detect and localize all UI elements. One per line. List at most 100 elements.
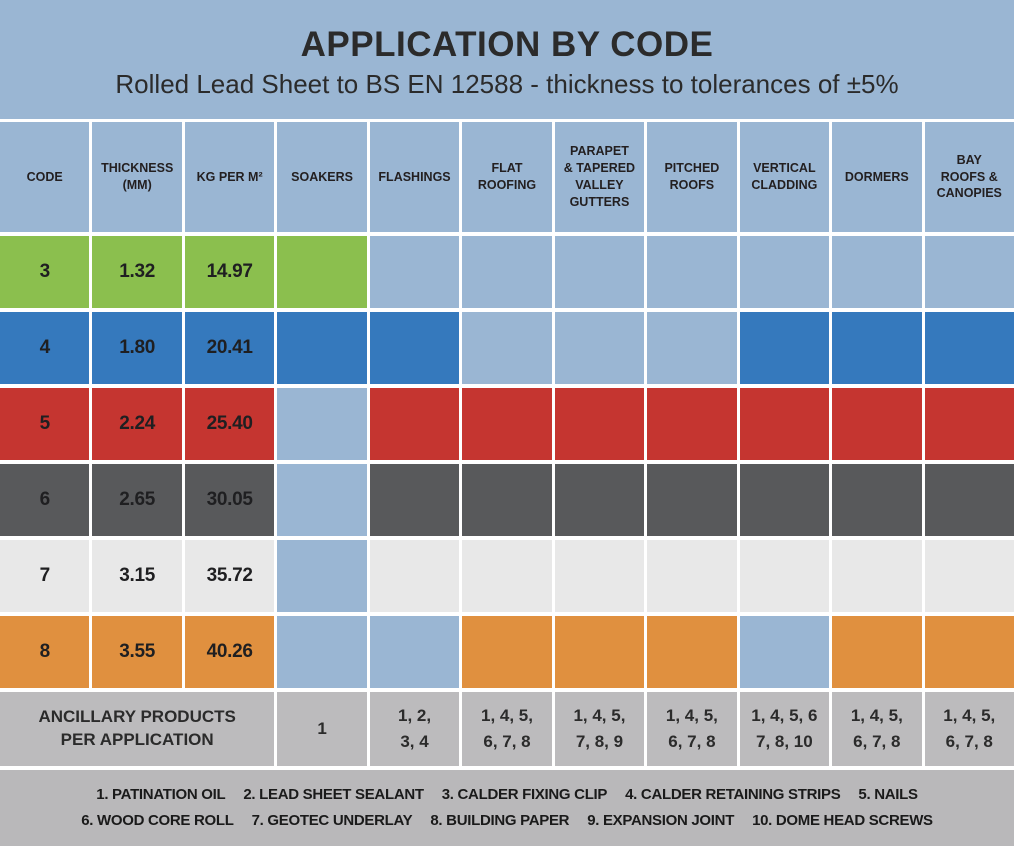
header-cell: SOAKERS bbox=[277, 122, 367, 232]
thickness-cell: 3.15 bbox=[92, 540, 182, 612]
ancillary-value-cell: 1, 4, 5, 7, 8, 9 bbox=[554, 692, 645, 766]
kg-cell: 25.40 bbox=[184, 388, 275, 460]
application-cell bbox=[739, 616, 830, 688]
application-cell bbox=[647, 388, 737, 460]
application-cell bbox=[832, 312, 922, 384]
thickness-cell: 3.55 bbox=[92, 616, 182, 688]
header-cell: FLAT ROOFING bbox=[462, 122, 552, 232]
legend: 1. PATINATION OIL 2. LEAD SHEET SEALANT 3.… bbox=[0, 770, 1014, 846]
application-cell bbox=[369, 236, 460, 308]
header-cell: PARAPET & TAPERED VALLEY GUTTERS bbox=[554, 122, 645, 232]
header-cell: PITCHED ROOFS bbox=[647, 122, 737, 232]
ancillary-value-cell: 1, 4, 5, 6 7, 8, 10 bbox=[739, 692, 830, 766]
application-cell bbox=[647, 464, 737, 536]
code-cell: 6 bbox=[0, 464, 90, 536]
legend-line: 1. PATINATION OIL 2. LEAD SHEET SEALANT 3.… bbox=[87, 782, 926, 808]
header-cell: CODE bbox=[0, 122, 90, 232]
code-cell: 8 bbox=[0, 616, 90, 688]
application-cell bbox=[924, 540, 1014, 612]
divider bbox=[0, 119, 1014, 122]
legend-item: 8. BUILDING PAPER bbox=[430, 812, 570, 829]
header-cell: FLASHINGS bbox=[369, 122, 460, 232]
ancillary-value-cell: 1, 4, 5, 6, 7, 8 bbox=[647, 692, 737, 766]
page-subtitle: Rolled Lead Sheet to BS EN 12588 - thick… bbox=[115, 69, 899, 99]
application-cell bbox=[924, 312, 1014, 384]
application-table: CODE THICKNESS (MM) KG PER M² SOAKERS FLASHI… bbox=[0, 122, 1014, 766]
application-cell bbox=[554, 616, 645, 688]
application-cell bbox=[832, 236, 922, 308]
legend-item: 1. PATINATION OIL bbox=[96, 786, 226, 803]
application-cell bbox=[647, 236, 737, 308]
kg-cell: 14.97 bbox=[184, 236, 275, 308]
application-cell bbox=[554, 540, 645, 612]
application-cell bbox=[369, 312, 460, 384]
code-cell: 5 bbox=[0, 388, 90, 460]
application-cell bbox=[462, 236, 552, 308]
application-cell bbox=[832, 464, 922, 536]
application-cell bbox=[924, 616, 1014, 688]
header-cell: DORMERS bbox=[832, 122, 922, 232]
kg-cell: 20.41 bbox=[184, 312, 275, 384]
application-cell bbox=[462, 312, 552, 384]
legend-item: 10. DOME HEAD SCREWS bbox=[752, 812, 933, 829]
application-cell bbox=[277, 540, 367, 612]
legend-item: 6. WOOD CORE ROLL bbox=[81, 812, 234, 829]
page-title: APPLICATION BY CODE bbox=[300, 25, 714, 64]
thickness-cell: 2.65 bbox=[92, 464, 182, 536]
application-cell bbox=[647, 616, 737, 688]
application-cell bbox=[647, 540, 737, 612]
application-cell bbox=[739, 540, 830, 612]
kg-cell: 30.05 bbox=[184, 464, 275, 536]
legend-line: 6. WOOD CORE ROLL 7. GEOTEC UNDERLAY 8. BU… bbox=[72, 808, 942, 834]
application-cell bbox=[369, 616, 460, 688]
ancillary-value-cell: 1, 4, 5, 6, 7, 8 bbox=[832, 692, 922, 766]
application-cell bbox=[832, 540, 922, 612]
legend-item: 9. EXPANSION JOINT bbox=[587, 812, 735, 829]
header-cell: VERTICAL CLADDING bbox=[739, 122, 830, 232]
header-cell: THICKNESS (MM) bbox=[92, 122, 182, 232]
application-cell bbox=[739, 236, 830, 308]
ancillary-value-cell: 1, 2, 3, 4 bbox=[369, 692, 460, 766]
application-cell bbox=[462, 388, 552, 460]
application-cell bbox=[924, 464, 1014, 536]
ancillary-value-cell: 1, 4, 5, 6, 7, 8 bbox=[462, 692, 552, 766]
application-cell bbox=[554, 464, 645, 536]
application-cell bbox=[832, 616, 922, 688]
application-cell bbox=[277, 388, 367, 460]
header-cell: BAY ROOFS & CANOPIES bbox=[924, 122, 1014, 232]
code-cell: 3 bbox=[0, 236, 90, 308]
application-cell bbox=[554, 312, 645, 384]
application-cell bbox=[924, 388, 1014, 460]
application-cell bbox=[739, 464, 830, 536]
thickness-cell: 1.80 bbox=[92, 312, 182, 384]
application-cell bbox=[832, 388, 922, 460]
application-cell bbox=[277, 616, 367, 688]
application-cell bbox=[554, 388, 645, 460]
application-cell bbox=[277, 236, 367, 308]
legend-item: 4. CALDER RETAINING STRIPS bbox=[625, 786, 841, 803]
kg-cell: 35.72 bbox=[184, 540, 275, 612]
ancillary-label-cell: ANCILLARY PRODUCTS PER APPLICATION bbox=[0, 692, 275, 766]
application-cell bbox=[924, 236, 1014, 308]
thickness-cell: 2.24 bbox=[92, 388, 182, 460]
kg-cell: 40.26 bbox=[184, 616, 275, 688]
application-cell bbox=[462, 616, 552, 688]
application-cell bbox=[369, 540, 460, 612]
ancillary-value-cell: 1 bbox=[277, 692, 367, 766]
title-band: APPLICATION BY CODE Rolled Lead Sheet to… bbox=[0, 0, 1014, 119]
code-cell: 7 bbox=[0, 540, 90, 612]
application-cell bbox=[739, 312, 830, 384]
header-cell: KG PER M² bbox=[184, 122, 275, 232]
ancillary-value-cell: 1, 4, 5, 6, 7, 8 bbox=[924, 692, 1014, 766]
application-cell bbox=[462, 464, 552, 536]
application-cell bbox=[647, 312, 737, 384]
divider bbox=[0, 766, 1014, 770]
application-cell bbox=[277, 312, 367, 384]
application-cell bbox=[462, 540, 552, 612]
legend-item: 3. CALDER FIXING CLIP bbox=[441, 786, 608, 803]
application-cell bbox=[277, 464, 367, 536]
legend-item: 5. NAILS bbox=[858, 786, 918, 803]
application-cell bbox=[554, 236, 645, 308]
legend-item: 2. LEAD SHEET SEALANT bbox=[243, 786, 424, 803]
